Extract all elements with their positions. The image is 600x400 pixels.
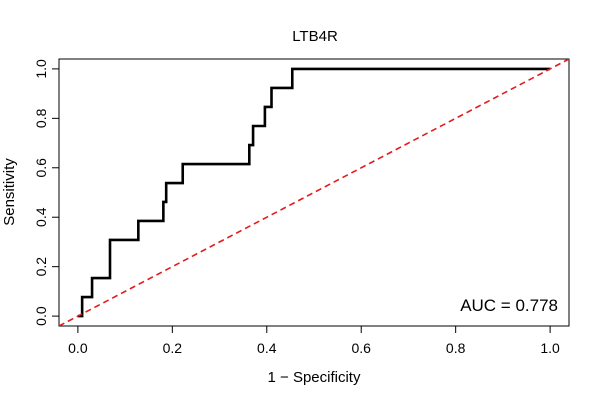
- series-layer: [59, 59, 569, 326]
- x-axis: 0.0 0.2 0.4 0.6 0.8 1.0: [68, 325, 560, 356]
- x-axis-label: 1 − Specificity: [268, 369, 361, 386]
- y-tick-label: 0.8: [33, 108, 49, 128]
- chart-title: LTB4R: [292, 28, 338, 45]
- x-tick-label: 0.2: [163, 340, 183, 356]
- y-tick-label: 0.6: [33, 158, 49, 178]
- y-tick-label: 0.0: [33, 306, 49, 326]
- plot-frame: [58, 58, 570, 327]
- x-tick-label: 0.6: [351, 340, 371, 356]
- auc-annotation: AUC = 0.778: [460, 296, 558, 315]
- roc-curve-line: [77, 67, 551, 318]
- reference-diagonal-line: [59, 59, 569, 326]
- y-axis: 0.0 0.2 0.4 0.6 0.8 1.0: [33, 59, 60, 326]
- x-tick-label: 0.8: [446, 340, 466, 356]
- y-axis-label: Sensitivity: [1, 158, 18, 226]
- y-tick-label: 0.4: [33, 207, 49, 227]
- x-tick-label: 1.0: [540, 340, 560, 356]
- x-tick-label: 0.0: [68, 340, 88, 356]
- y-tick-label: 1.0: [33, 59, 49, 79]
- y-tick-label: 0.2: [33, 257, 49, 277]
- x-tick-label: 0.4: [257, 340, 277, 356]
